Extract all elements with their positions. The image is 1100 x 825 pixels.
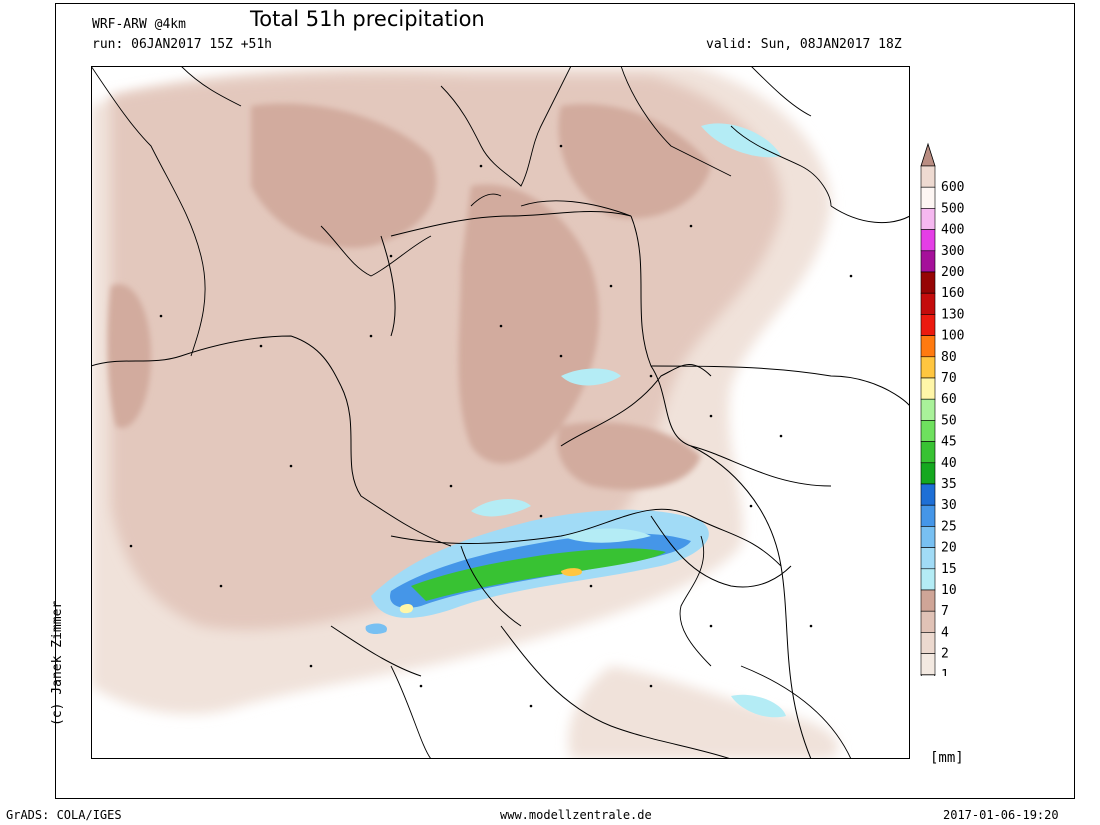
legend-tick-label: 35 <box>941 477 957 492</box>
legend-swatch <box>920 462 936 485</box>
legend-swatch <box>920 632 936 654</box>
legend-tick-label: 2 <box>941 647 949 662</box>
legend-tick-label: 300 <box>941 244 964 259</box>
legend-tick-label: 160 <box>941 286 964 301</box>
legend-tick-label: 50 <box>941 413 957 428</box>
legend-swatch <box>920 653 936 676</box>
precip-light-blue-patches <box>471 123 786 718</box>
legend-tick-label: 4 <box>941 625 949 640</box>
legend-tick-label: 40 <box>941 456 957 471</box>
model-label: WRF-ARW @4km <box>92 17 186 32</box>
legend-swatch <box>920 483 936 506</box>
legend-tick-label: 80 <box>941 350 957 365</box>
legend-tick-label: 70 <box>941 371 957 386</box>
legend-swatch <box>920 547 936 570</box>
valid-label: valid: Sun, 08JAN2017 18Z <box>706 37 902 52</box>
legend-tick-label: 130 <box>941 307 964 322</box>
legend-bottom-arrow <box>920 674 936 676</box>
legend-tick-label: 30 <box>941 498 957 513</box>
legend-tick-label: 200 <box>941 265 964 280</box>
legend-swatch <box>920 314 936 336</box>
legend-top-arrow <box>920 142 936 167</box>
legend-swatch <box>920 504 936 527</box>
legend-swatch <box>920 526 936 548</box>
coastlines <box>91 66 852 759</box>
precipitation-map <box>91 66 910 759</box>
author-credit: (c) Janek Zimmer <box>50 600 65 726</box>
legend-swatch <box>920 610 936 633</box>
timestamp: 2017-01-06-19:20 <box>943 808 1059 822</box>
legend-tick-label: 600 <box>941 180 964 195</box>
legend-swatch <box>920 335 936 358</box>
legend-swatch <box>920 589 936 612</box>
legend-swatch <box>920 165 936 188</box>
country-borders <box>91 205 910 759</box>
legend-tick-label: 15 <box>941 562 957 577</box>
legend-swatch <box>920 398 936 421</box>
grads-credit: GrADS: COLA/IGES <box>6 808 122 822</box>
legend-tick-label: 7 <box>941 604 949 619</box>
map-border <box>91 66 910 759</box>
legend-tick-label: 25 <box>941 519 957 534</box>
legend-tick-label: 500 <box>941 201 964 216</box>
legend-swatch <box>920 420 936 442</box>
legend-swatch <box>920 441 936 464</box>
legend-tick-label: 100 <box>941 329 964 344</box>
legend-swatch <box>920 292 936 315</box>
legend-swatch <box>920 271 936 294</box>
legend-swatch <box>920 208 936 230</box>
legend-swatch <box>920 356 936 379</box>
legend-tick-label: 45 <box>941 435 957 450</box>
color-legend: 1 2 4 7 10 15 20 25 30 35 40 45 50 60 70 80 100 130 160 200… <box>920 142 964 676</box>
legend-tick-label: 400 <box>941 223 964 238</box>
legend-tick-label: 60 <box>941 392 957 407</box>
legend-tick-label: 1 <box>941 668 949 676</box>
run-label: run: 06JAN2017 15Z +51h <box>92 37 273 52</box>
legend-tick-label: 20 <box>941 541 957 556</box>
legend-swatch <box>920 377 936 400</box>
plot-frame <box>55 3 1075 799</box>
website-url: www.modellzentrale.de <box>500 808 652 822</box>
map-title: Total 51h precipitation <box>250 7 485 31</box>
unit-label: [mm] <box>930 750 964 766</box>
city-markers <box>129 144 853 708</box>
precip-field-heavy <box>107 103 711 490</box>
legend-swatch <box>920 250 936 273</box>
legend-tick-label: 10 <box>941 583 957 598</box>
legend-swatch <box>920 229 936 252</box>
legend-swatch <box>920 568 936 591</box>
legend-swatch <box>920 186 936 209</box>
